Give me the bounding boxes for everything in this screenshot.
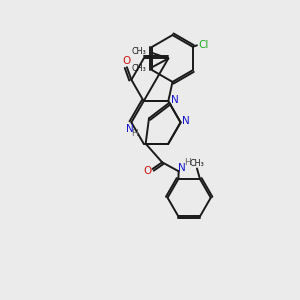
Text: N: N <box>126 124 134 134</box>
Text: CH₃: CH₃ <box>132 47 147 56</box>
Text: O: O <box>123 56 131 66</box>
Text: N: N <box>182 116 190 126</box>
Text: O: O <box>143 166 151 176</box>
Text: N: N <box>170 95 178 105</box>
Text: Cl: Cl <box>198 40 208 50</box>
Text: H: H <box>184 158 190 167</box>
Text: CH₃: CH₃ <box>190 159 204 168</box>
Text: CH₃: CH₃ <box>132 64 147 73</box>
Text: N: N <box>178 163 186 173</box>
Text: H: H <box>132 129 138 138</box>
